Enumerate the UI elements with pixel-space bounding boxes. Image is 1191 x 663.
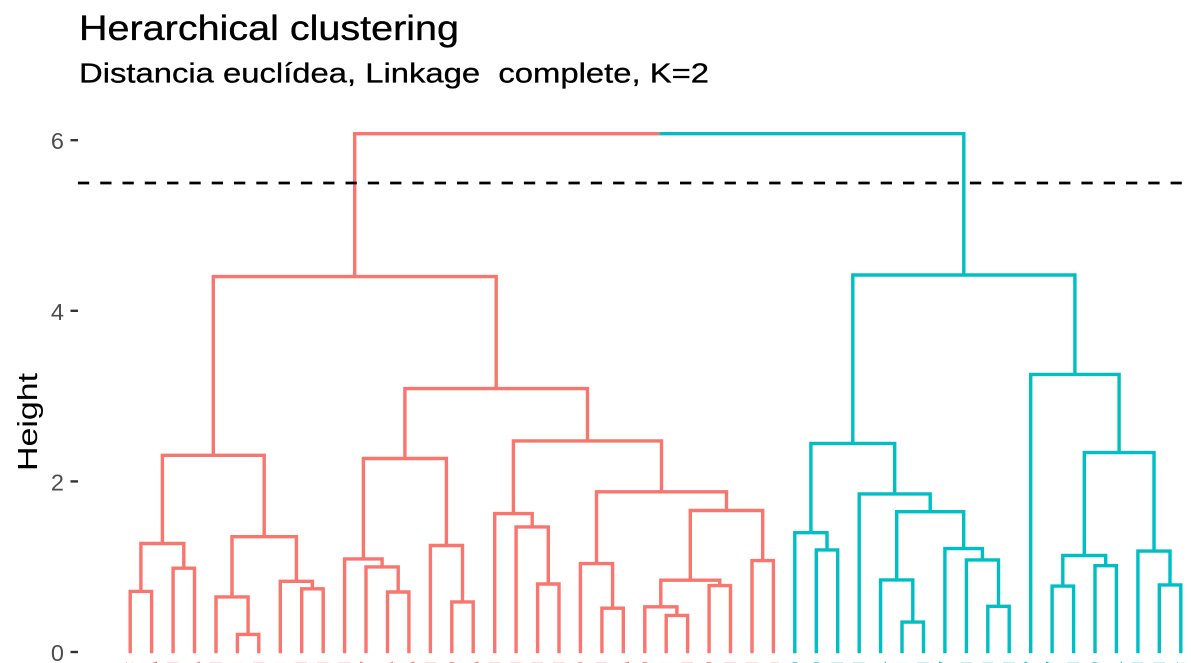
svg-text:Indiana: Indiana <box>656 661 675 663</box>
svg-text:Wisconsin: Wisconsin <box>613 661 632 663</box>
svg-text:Alaska: Alaska <box>1021 661 1040 663</box>
svg-text:Illinois: Illinois <box>892 661 911 663</box>
svg-text:Distancia euclídea, Linkage c: Distancia euclídea, Linkage complete, K=… <box>79 58 709 89</box>
svg-text:Georgia: Georgia <box>1085 661 1104 663</box>
svg-text:Texas: Texas <box>871 661 890 663</box>
svg-text:Colorado: Colorado <box>785 661 804 663</box>
svg-text:Utah: Utah <box>763 661 782 663</box>
svg-text:New Jersey: New Jersey <box>549 661 568 663</box>
svg-text:Nebraska: Nebraska <box>313 661 332 663</box>
svg-text:Kentucky: Kentucky <box>335 661 354 663</box>
svg-text:Vermont: Vermont <box>185 661 204 663</box>
svg-text:Massachusetts: Massachusetts <box>528 661 547 663</box>
svg-text:2: 2 <box>51 469 64 495</box>
svg-text:Hawaii: Hawaii <box>742 661 761 663</box>
svg-text:Mississippi: Mississippi <box>1149 661 1168 663</box>
svg-text:New Mexico: New Mexico <box>999 661 1018 663</box>
svg-text:Missouri: Missouri <box>420 661 439 663</box>
svg-text:6: 6 <box>51 128 64 154</box>
svg-text:Delaware: Delaware <box>485 661 504 663</box>
svg-text:Ohio: Ohio <box>699 661 718 663</box>
svg-text:Oklahoma: Oklahoma <box>635 661 654 663</box>
svg-text:South Carolina: South Carolina <box>1171 661 1190 663</box>
svg-text:Rhode Island: Rhode Island <box>506 661 525 663</box>
svg-text:Height: Height <box>12 373 43 471</box>
svg-text:Connecticut: Connecticut <box>570 661 589 663</box>
svg-text:Maryland: Maryland <box>978 661 997 663</box>
svg-text:Alabama: Alabama <box>1042 661 1061 663</box>
svg-text:California: California <box>806 661 825 663</box>
svg-text:Kansas: Kansas <box>678 661 697 663</box>
svg-text:Iowa: Iowa <box>227 661 246 663</box>
svg-text:Maine: Maine <box>206 661 225 663</box>
svg-text:Louisiana: Louisiana <box>1064 661 1083 663</box>
svg-text:Washington: Washington <box>463 661 482 663</box>
svg-text:West Virginia: West Virginia <box>142 661 161 663</box>
svg-text:Florida: Florida <box>849 661 868 663</box>
svg-text:New York: New York <box>914 661 933 663</box>
svg-text:Arizona: Arizona <box>935 661 954 663</box>
svg-text:Tennessee: Tennessee <box>1106 661 1125 663</box>
svg-text:4: 4 <box>51 299 64 325</box>
svg-text:Pennsylvania: Pennsylvania <box>721 661 740 663</box>
svg-text:North Dakota: North Dakota <box>163 661 182 663</box>
svg-text:New Hampshire: New Hampshire <box>249 661 268 663</box>
svg-text:Michigan: Michigan <box>956 661 975 663</box>
svg-text:Montana: Montana <box>292 661 311 663</box>
svg-text:Virginia: Virginia <box>378 661 397 663</box>
svg-text:Oregon: Oregon <box>442 661 461 663</box>
svg-text:Idaho: Idaho <box>270 661 289 663</box>
svg-text:Minnesota: Minnesota <box>592 661 611 663</box>
svg-text:North Carolina: North Carolina <box>1128 661 1147 663</box>
svg-text:Herarchical clustering: Herarchical clustering <box>79 9 459 48</box>
svg-text:Arkansas: Arkansas <box>356 661 375 663</box>
svg-text:Wyoming: Wyoming <box>399 661 418 663</box>
svg-text:0: 0 <box>51 640 64 663</box>
svg-text:Nevada: Nevada <box>828 661 847 663</box>
svg-text:South Dakota: South Dakota <box>120 661 139 663</box>
